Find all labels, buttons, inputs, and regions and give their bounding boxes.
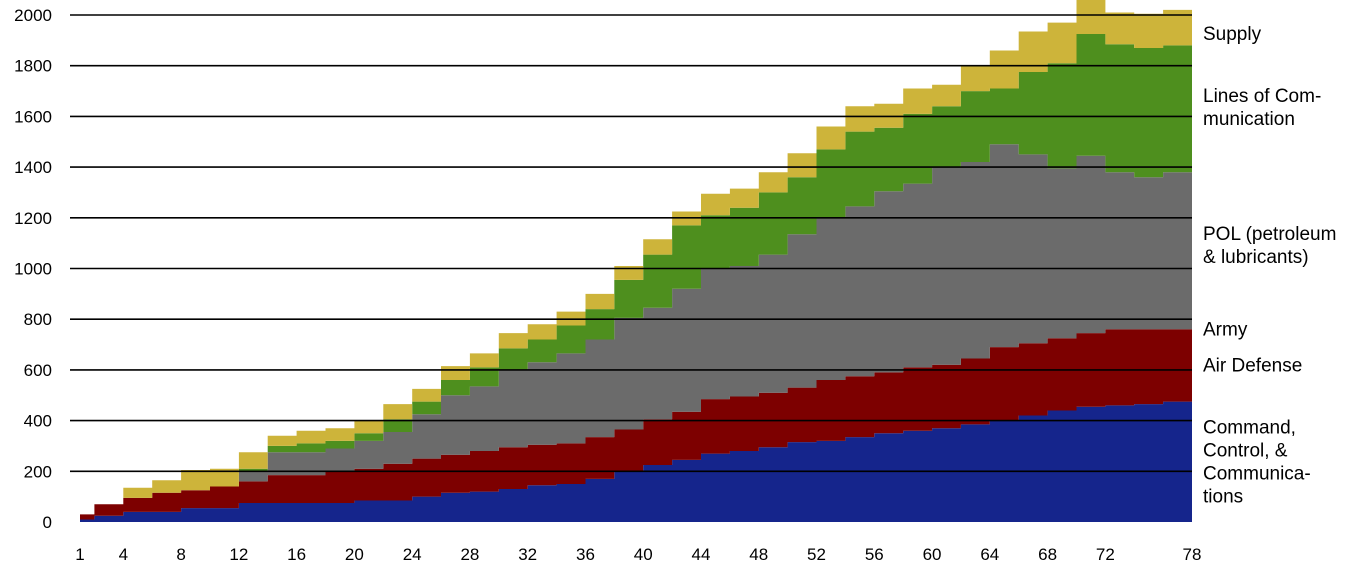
y-axis-tick-labels: 0 200 400 600 800 1000 1200 1400 1600 1800 2000 [14,6,52,532]
y-tick-0: 0 [43,513,52,532]
gridlines [70,14,1192,473]
x-tick-28: 28 [460,545,479,564]
x-tick-44: 44 [692,545,711,564]
area-command-control-communications [80,401,1192,522]
legend-label-command-control-communications: Command, [1203,417,1296,438]
x-tick-78: 78 [1183,545,1202,564]
legend-label-command-control-communications: Communica- [1203,463,1311,484]
x-tick-12: 12 [229,545,248,564]
y-tick-200: 200 [24,462,52,481]
y-tick-2000: 2000 [14,6,52,25]
legend-label-lines-of-communication: munication [1203,109,1295,130]
x-tick-4: 4 [119,545,128,564]
area-lines-of-communication [80,34,1192,515]
x-tick-64: 64 [980,545,999,564]
area-pol-petroleum-lubricants [80,144,1192,515]
x-tick-24: 24 [403,545,422,564]
x-tick-8: 8 [176,545,185,564]
legend-label-lines-of-communication: Lines of Com- [1203,86,1321,107]
x-tick-48: 48 [749,545,768,564]
x-tick-72: 72 [1096,545,1115,564]
x-tick-60: 60 [923,545,942,564]
area-layers [80,0,1192,522]
y-tick-1600: 1600 [14,107,52,126]
x-tick-68: 68 [1038,545,1057,564]
legend-label-command-control-communications: tions [1203,486,1243,507]
y-tick-800: 800 [24,310,52,329]
legend-label-pol-petroleum-lubricants: POL (petroleum [1203,224,1336,245]
y-tick-1000: 1000 [14,260,52,279]
x-tick-1: 1 [75,545,84,564]
y-tick-1400: 1400 [14,158,52,177]
y-tick-600: 600 [24,361,52,380]
legend-label-pol-petroleum-lubricants: & lubricants) [1203,247,1309,268]
legend-label-army: Army [1203,319,1248,340]
x-tick-36: 36 [576,545,595,564]
x-tick-20: 20 [345,545,364,564]
legend-label-command-control-communications: Control, & [1203,440,1288,461]
legend-label-air-defense: Air Defense [1203,355,1302,376]
x-tick-52: 52 [807,545,826,564]
legend-label-supply: Supply [1203,24,1262,45]
x-tick-40: 40 [634,545,653,564]
x-tick-16: 16 [287,545,306,564]
legend: Supply Lines of Com-munication POL (petrol… [1203,24,1336,507]
y-tick-400: 400 [24,412,52,431]
x-axis-tick-labels: 1 4 8 12 16 20 24 28 32 36 40 44 48 52 56 60 64 68 72 78 [75,545,1201,564]
y-tick-1200: 1200 [14,209,52,228]
y-tick-1800: 1800 [14,57,52,76]
x-tick-32: 32 [518,545,537,564]
x-tick-56: 56 [865,545,884,564]
